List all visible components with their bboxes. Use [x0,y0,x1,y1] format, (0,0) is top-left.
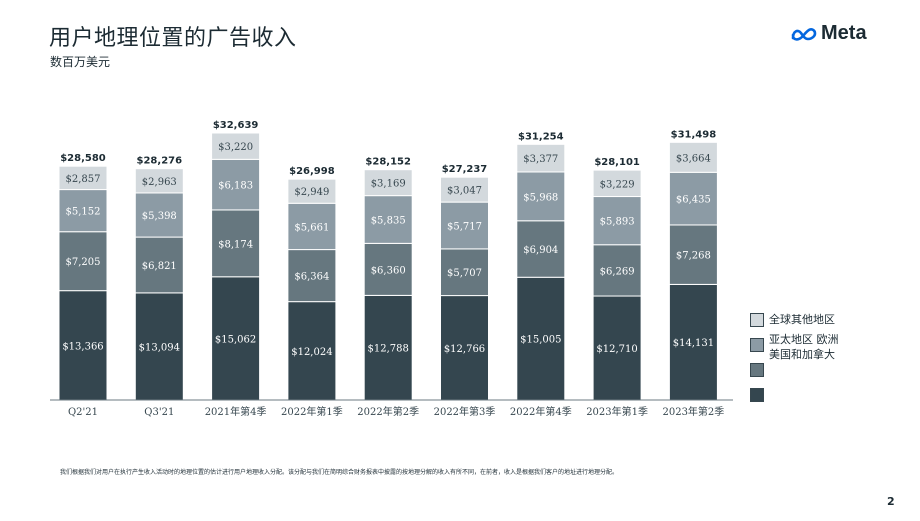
segment-value-label: $7,205 [66,257,101,268]
slide-title: 用户地理位置的广告收入 [49,26,297,51]
segment-value-label: $5,661 [294,222,329,233]
segment-value-label: $8,174 [218,239,253,250]
segment-value-label: $15,062 [215,334,256,345]
segment-value-label: $6,364 [294,272,329,283]
segment-value-label: $7,268 [676,251,711,262]
legend-swatch-europe [750,363,764,377]
bar-segment-us_canada [516,276,566,401]
bar-segment-europe [58,231,108,292]
segment-value-label: $12,788 [368,344,409,355]
bar-segment-asia_pacific [363,195,413,244]
segment-value-label: $6,269 [600,266,635,277]
segment-value-label: $12,766 [444,344,485,355]
segment-value-label: $2,949 [294,187,329,198]
bar-segment-asia_pacific [592,196,642,246]
bar-segment-rest_of_world [287,178,337,204]
bar-segment-rest_of_world [592,169,642,198]
bar-segment-europe [211,209,261,278]
segment-value-label: $14,131 [673,338,714,349]
bar-segment-asia_pacific [287,202,337,251]
bar-total-label: $28,152 [365,157,411,168]
bar-total-label: $28,276 [137,156,183,167]
bar-segment-rest_of_world [363,169,413,197]
bar-segment-us_canada [363,294,413,401]
segment-value-label: $3,169 [371,179,406,190]
bar-segment-us_canada [134,292,184,401]
bar-total-label: $31,498 [671,129,717,140]
segment-value-label: $6,183 [218,181,253,192]
footnote: 我们根据我们对用户在执行产生收入活动时的地理位置的估计进行用户地理收入分配。该分… [60,469,619,476]
segment-value-label: $13,366 [62,341,103,352]
category-tick-label: Q2'21 [68,407,98,418]
bar-total-label: $32,639 [213,120,259,131]
category-tick-label: 2021年第4季 [205,405,267,418]
category-tick-label: 2022年第2季 [357,405,419,418]
bar-segment-asia_pacific [58,189,108,233]
segment-value-label: $5,717 [447,221,482,232]
segment-value-label: $13,094 [139,342,180,353]
segment-value-label: $3,664 [676,153,711,164]
legend-swatch-rest-of-world [750,313,764,327]
bar-segment-asia_pacific [668,171,718,226]
bar-segment-us_canada [440,295,489,401]
segment-value-label: $5,968 [523,192,558,203]
segment-value-label: $12,710 [596,344,637,355]
slide-subtitle: 数百万美元 [50,55,111,69]
category-tick-label: 2023年第2季 [662,405,724,418]
segment-value-label: $3,047 [447,186,482,197]
category-tick-label: 2023年第1季 [586,405,648,418]
category-tick-label: 2022年第3季 [434,405,496,418]
meta-infinity-icon [791,27,817,41]
bar-total-label: $28,101 [594,157,640,168]
segment-value-label: $6,435 [676,195,711,206]
segment-value-label: $3,377 [523,154,558,165]
segment-value-label: $12,024 [291,347,332,358]
bar-total-label: $28,580 [60,153,106,164]
bar-segment-rest_of_world [516,143,566,173]
category-tick-label: 2022年第1季 [281,405,343,418]
meta-logo: Meta [790,22,867,45]
segment-value-label: $6,360 [371,265,406,276]
segment-value-label: $2,963 [142,177,177,188]
bar-total-label: $26,998 [289,166,335,177]
bar-segment-europe [440,248,489,297]
meta-logo-text: Meta [821,22,867,44]
segment-value-label: $2,857 [66,174,101,185]
segment-value-label: $6,904 [523,245,558,256]
legend-swatch-us-canada [750,388,764,402]
segment-value-label: $5,707 [447,268,482,279]
bar-total-label: $31,254 [518,131,564,142]
bar-segment-rest_of_world [58,165,108,191]
bar-segment-asia_pacific [211,158,261,211]
category-tick-label: Q3'21 [144,407,174,418]
bar-segment-europe [516,220,566,278]
bar-segment-rest_of_world [211,132,261,160]
segment-value-label: $5,893 [600,217,635,228]
segment-value-label: $6,821 [142,261,177,272]
bar-segment-us_canada [287,301,337,401]
segment-value-label: $5,398 [142,211,177,222]
legend-label-asia-pacific-europe: 亚太地区 欧洲 [769,333,839,346]
bar-segment-asia_pacific [440,201,489,250]
bar-segment-europe [287,249,337,303]
legend-label-rest-of-world: 全球其他地区 [769,313,835,326]
segment-value-label: $15,005 [520,335,561,346]
bar-segment-asia_pacific [134,192,184,238]
page-number: 2 [887,495,895,508]
legend-label-us-canada: 美国和加拿大 [769,348,835,361]
segment-value-label: $3,220 [218,142,253,153]
bar-segment-europe [134,236,184,294]
category-tick-label: 2022年第4季 [510,405,572,418]
segment-value-label: $3,229 [600,179,635,190]
bar-segment-rest_of_world [134,168,184,194]
bar-segment-europe [592,244,642,297]
bar-segment-europe [668,224,718,285]
segment-value-label: $5,835 [371,215,406,226]
bar-segment-rest_of_world [668,141,718,173]
bar-total-label: $27,237 [442,164,488,175]
legend-swatch-asia-pacific [750,338,764,352]
bar-segment-rest_of_world [440,176,489,203]
segment-value-label: $5,152 [66,207,101,218]
